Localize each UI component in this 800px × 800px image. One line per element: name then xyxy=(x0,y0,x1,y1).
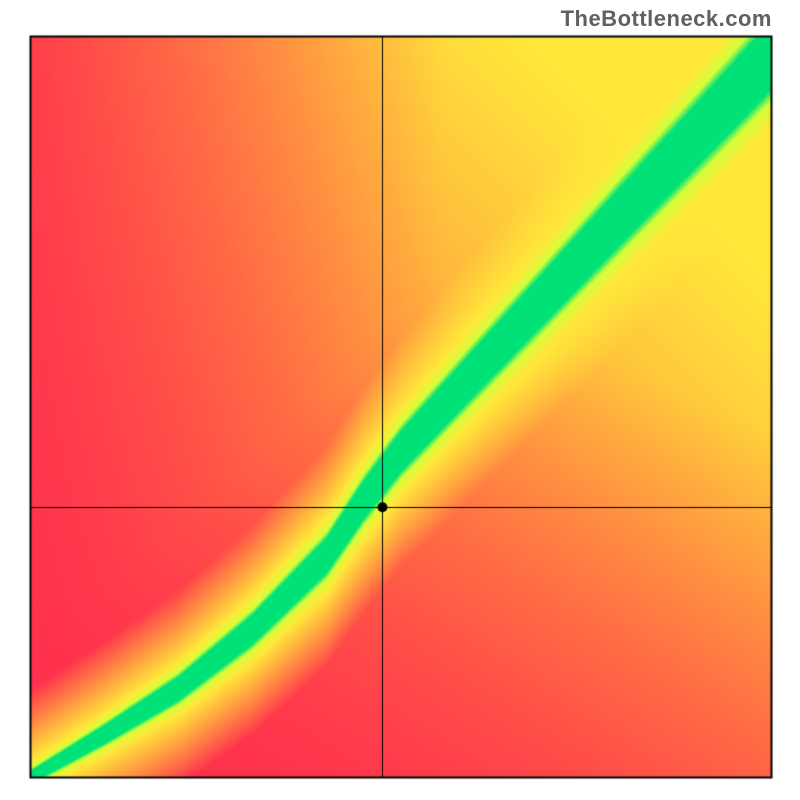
chart-container: TheBottleneck.com xyxy=(0,0,800,800)
watermark-text: TheBottleneck.com xyxy=(561,6,772,32)
heatmap-canvas xyxy=(0,0,800,800)
